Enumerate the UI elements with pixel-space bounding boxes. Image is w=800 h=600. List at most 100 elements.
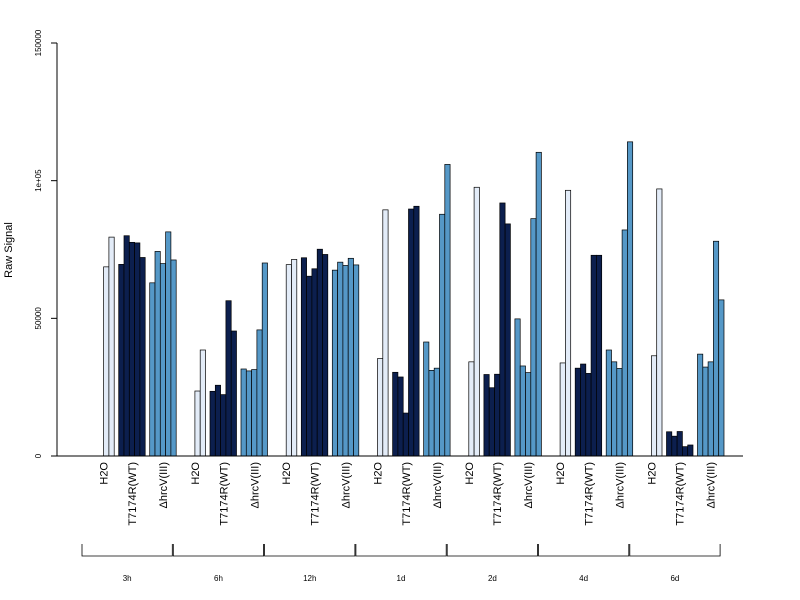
bar-wt xyxy=(392,371,399,457)
bar-h2o xyxy=(194,390,201,457)
timepoint-label: 1d xyxy=(397,574,406,583)
bar-hrcv xyxy=(530,218,537,457)
bar-wt xyxy=(504,223,511,457)
bar-wt xyxy=(311,268,318,457)
bar-wt xyxy=(134,242,141,457)
x-tick-label: T7174R(WT) xyxy=(492,462,504,526)
bar-wt xyxy=(123,235,130,457)
timepoint-label: 6h xyxy=(214,574,223,583)
bar-h2o xyxy=(651,355,658,457)
timepoint-bracket xyxy=(538,544,630,557)
x-tick-label: H2O xyxy=(99,462,111,485)
bar-wt xyxy=(580,363,587,457)
bar-h2o xyxy=(656,188,663,457)
bar-wt xyxy=(574,367,581,457)
x-tick-label: H2O xyxy=(373,462,385,485)
bar-wt xyxy=(671,435,678,457)
bar-hrcv xyxy=(702,366,709,457)
bar-hrcv xyxy=(154,251,161,457)
y-tick-label: 50000 xyxy=(34,307,43,330)
bar-wt xyxy=(596,254,603,457)
timepoint-label: 12h xyxy=(303,574,316,583)
timepoint-bracket xyxy=(264,544,356,557)
bar-h2o xyxy=(103,266,110,457)
bar-wt xyxy=(128,241,135,457)
bar-wt xyxy=(230,330,237,457)
bar-wt xyxy=(306,275,313,457)
bar-hrcv xyxy=(347,257,354,457)
bar-hrcv xyxy=(627,141,634,457)
y-tick-label: 1e+05 xyxy=(34,169,43,192)
bar-wt xyxy=(316,248,323,457)
x-tick-label: T7174R(WT) xyxy=(583,462,595,526)
x-tick-label: H2O xyxy=(464,462,476,485)
y-axis-label: Raw Signal xyxy=(3,222,15,278)
bar-hrcv xyxy=(611,361,618,457)
x-tick-label: ΔhrcV(III) xyxy=(614,462,626,508)
bar-h2o xyxy=(382,209,389,457)
bar-hrcv xyxy=(525,372,532,457)
bar-wt xyxy=(483,374,490,457)
timepoint-bracket xyxy=(446,544,538,557)
bar-wt xyxy=(220,394,227,457)
bar-wt xyxy=(139,257,146,457)
bar-wt xyxy=(402,412,409,457)
bar-h2o xyxy=(285,264,292,457)
bar-hrcv xyxy=(707,361,714,457)
bar-h2o xyxy=(291,259,298,457)
bar-hrcv xyxy=(159,263,166,457)
bar-wt xyxy=(666,431,673,457)
bar-hrcv xyxy=(444,164,451,457)
bar-hrcv xyxy=(342,265,349,457)
bar-hrcv xyxy=(535,151,542,457)
bar-wt xyxy=(225,300,232,457)
bar-wt xyxy=(682,446,689,457)
bar-wt xyxy=(408,208,415,457)
bar-h2o xyxy=(108,236,115,457)
bar-hrcv xyxy=(697,353,704,457)
x-tick-labels: H2O T7174R(WT) ΔhrcV(III) H2O T7174R(WT) Δhrc… xyxy=(99,462,718,526)
bar-h2o xyxy=(559,362,566,457)
bar-hrcv xyxy=(423,341,430,457)
bar-hrcv xyxy=(251,369,258,457)
bar-wt xyxy=(118,264,125,457)
bar-hrcv xyxy=(261,262,268,457)
x-tick-label: T7174R(WT) xyxy=(310,462,322,526)
bar-hrcv xyxy=(713,240,720,457)
bar-hrcv xyxy=(433,367,440,457)
bar-hrcv xyxy=(149,282,156,457)
bar-hrcv xyxy=(605,349,612,457)
bar-wt xyxy=(300,257,307,457)
bar-wt xyxy=(397,376,404,457)
y-axis: 0 50000 1e+05 150000 xyxy=(34,29,58,458)
x-tick-label: ΔhrcV(III) xyxy=(432,462,444,508)
bars xyxy=(103,141,725,457)
timepoint-bracket xyxy=(172,544,264,557)
bar-hrcv xyxy=(165,231,172,457)
y-tick-label: 150000 xyxy=(34,29,43,56)
bar-h2o xyxy=(565,189,572,457)
timepoint-bracket xyxy=(629,544,721,557)
bar-h2o xyxy=(199,349,206,457)
bar-hrcv xyxy=(519,365,526,457)
bar-wt xyxy=(214,384,221,457)
x-tick-label: ΔhrcV(III) xyxy=(341,462,353,508)
bar-hrcv xyxy=(170,259,177,457)
x-tick-label: H2O xyxy=(555,462,567,485)
bar-hrcv xyxy=(353,264,360,457)
timepoint-label: 2d xyxy=(488,574,497,583)
x-tick-label: H2O xyxy=(646,462,658,485)
bar-h2o xyxy=(468,361,475,457)
x-tick-label: ΔhrcV(III) xyxy=(249,462,261,508)
bar-h2o xyxy=(473,186,480,457)
bar-wt xyxy=(585,373,592,457)
bar-hrcv xyxy=(428,370,435,457)
timepoint-bracket xyxy=(355,544,447,557)
bar-hrcv xyxy=(240,368,247,457)
timepoint-label: 3h xyxy=(123,574,132,583)
bar-wt xyxy=(488,387,495,457)
x-tick-label: H2O xyxy=(190,462,202,485)
bar-hrcv xyxy=(621,229,628,457)
bar-wt xyxy=(590,254,597,457)
